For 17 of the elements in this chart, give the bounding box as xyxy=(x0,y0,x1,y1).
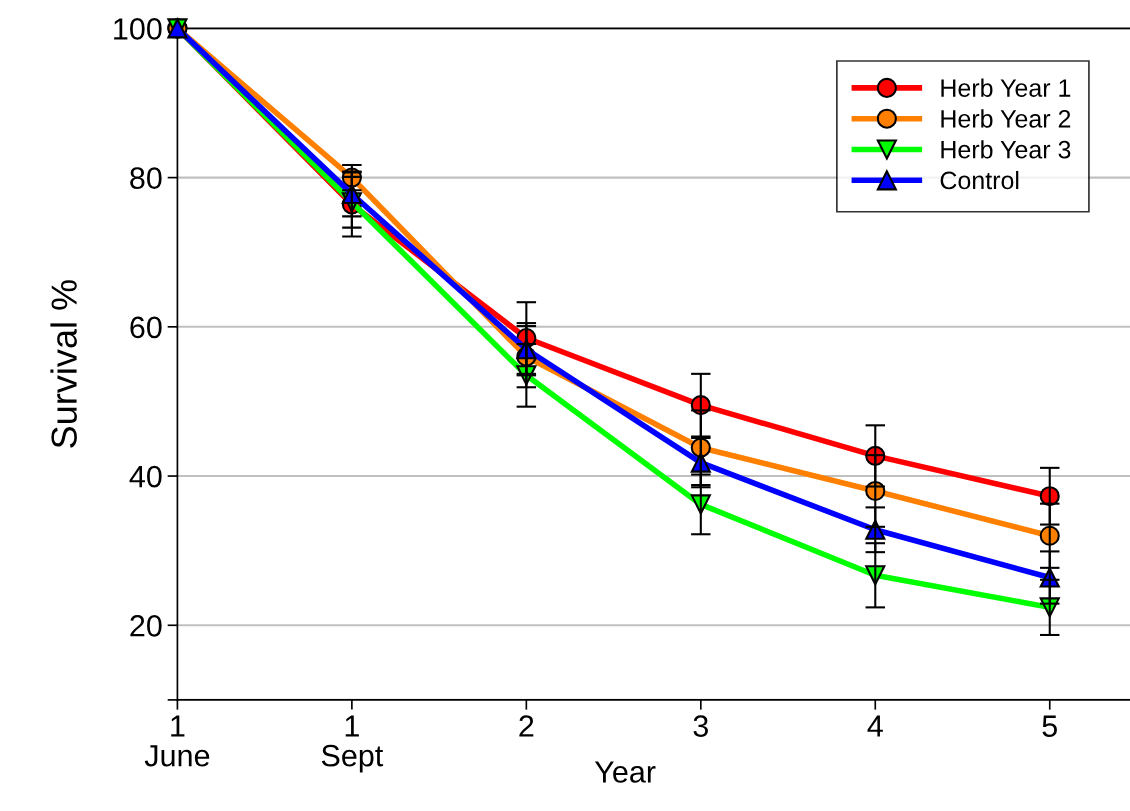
y-tick-label: 40 xyxy=(129,465,162,488)
x-axis-title: Year xyxy=(594,761,656,783)
y-tick-label: 80 xyxy=(130,167,162,189)
y-tick-label: 100 xyxy=(114,18,162,40)
y-axis-title: Survival % xyxy=(50,280,77,448)
x-tick-label: 1 Sept xyxy=(321,715,384,773)
y-tick-label: 60 xyxy=(130,316,162,339)
x-tick-label: 2 xyxy=(519,715,534,737)
legend-label: Control xyxy=(940,170,1019,190)
legend-label: Herb Year 2 xyxy=(941,109,1071,128)
x-tick-label: 4 xyxy=(867,715,883,737)
x-tick-label: 5 xyxy=(1042,715,1057,737)
y-tick-label: 20 xyxy=(130,615,162,637)
legend-label: Herb Year 1 xyxy=(941,78,1071,97)
x-tick-label: 1 June xyxy=(144,715,210,767)
legend-label: Herb Year 3 xyxy=(941,140,1071,159)
x-tick-label: 3 xyxy=(693,715,708,737)
